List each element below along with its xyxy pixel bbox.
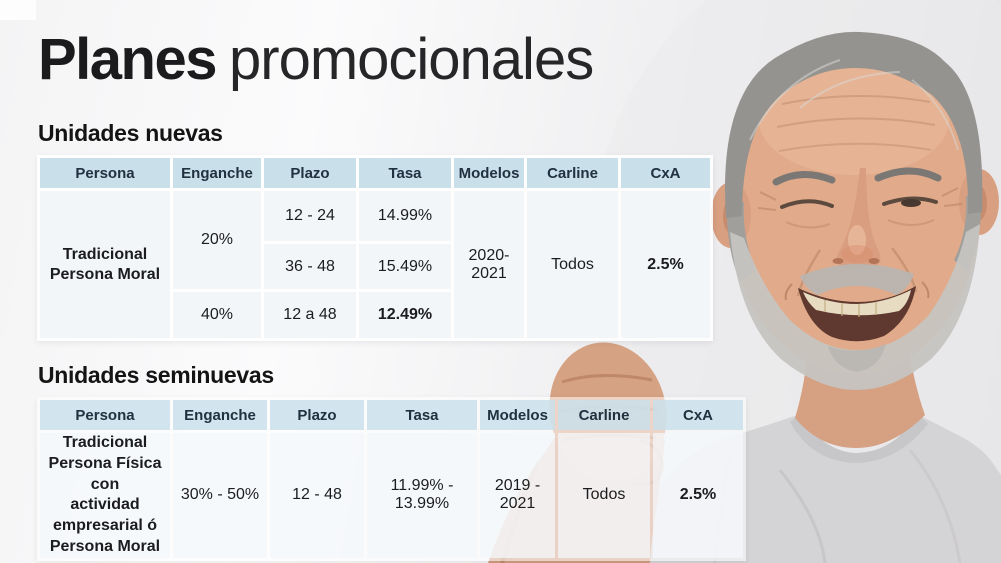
table-row: 36 - 48 15.49% [40,244,710,289]
new-carline-cell: Todos [527,191,618,338]
used-carline-cell: Todos [558,433,650,558]
used-plazo-cell: 12 - 48 [270,433,364,558]
new-modelos-cell: 2020-2021 [454,191,524,338]
new-col-header-modelos: Modelos [454,158,524,188]
new-plazo-2-cell: 36 - 48 [264,244,356,289]
used-units-header-row: Persona Enganche Plazo Tasa Modelos Carl… [40,400,743,430]
table-row: Tradicional Persona Moral 20% 12 - 24 14… [40,191,710,338]
section-title-new-units: Unidades nuevas [38,120,223,146]
page-title-bold: Planes [38,27,218,92]
new-units-table: Persona Enganche Plazo Tasa Modelos Carl… [37,155,713,341]
new-tasa-3-cell: 12.49% [359,292,451,338]
new-enganche-40-cell: 40% [173,292,261,338]
used-col-header-enganche: Enganche [173,400,267,430]
new-plazo-3-cell: 12 a 48 [264,292,356,338]
table-row: 40% 12 a 48 12.49% [40,292,710,338]
new-col-header-cxa: CxA [621,158,710,188]
new-col-header-tasa: Tasa [359,158,451,188]
used-col-header-persona: Persona [40,400,170,430]
used-enganche-cell: 30% - 50% [173,433,267,558]
section-title-used-units: Unidades seminuevas [38,362,274,388]
new-cxa-cell: 2.5% [621,191,710,338]
corner-accent [0,0,36,20]
page-title-light: promocionales [229,27,594,92]
used-col-header-cxa: CxA [653,400,743,430]
page-title: Planes promocionales [38,27,594,92]
new-plazo-1-cell: 12 - 24 [264,191,356,241]
new-col-header-carline: Carline [527,158,618,188]
table-row: Tradicional Persona Física con actividad… [40,433,743,558]
used-col-header-tasa: Tasa [367,400,477,430]
used-units-table: Persona Enganche Plazo Tasa Modelos Carl… [37,397,746,561]
used-persona-cell: Tradicional Persona Física con actividad… [40,433,170,558]
used-cxa-cell: 2.5% [653,433,743,558]
new-col-header-persona: Persona [40,158,170,188]
new-units-header-row: Persona Enganche Plazo Tasa Modelos Carl… [40,158,710,188]
new-col-header-enganche: Enganche [173,158,261,188]
used-modelos-cell: 2019 - 2021 [480,433,555,558]
used-col-header-carline: Carline [558,400,650,430]
used-tasa-cell: 11.99% - 13.99% [367,433,477,558]
new-tasa-2-cell: 15.49% [359,244,451,289]
new-col-header-plazo: Plazo [264,158,356,188]
new-tasa-1-cell: 14.99% [359,191,451,241]
new-persona-cell: Tradicional Persona Moral [40,191,170,338]
used-col-header-modelos: Modelos [480,400,555,430]
used-col-header-plazo: Plazo [270,400,364,430]
new-enganche-20-cell: 20% [173,191,261,289]
